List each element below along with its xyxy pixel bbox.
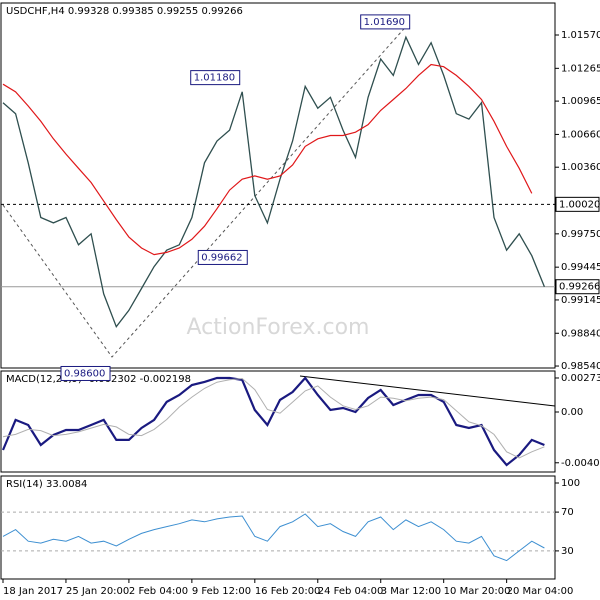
x-tick-label: 16 Feb 20:00 — [255, 586, 321, 597]
x-tick-label: 2 Feb 04:00 — [129, 586, 188, 597]
rsi-pane — [0, 475, 556, 580]
series-line — [2, 377, 545, 459]
y-tick-label: 1.00965 — [561, 96, 600, 107]
annotation-box — [60, 365, 111, 381]
chart-title: RSI(14) 33.0084 — [6, 479, 87, 490]
annotation-label: 1.01690 — [364, 17, 405, 28]
annotation-label: 0.99662 — [201, 252, 242, 263]
y-tick-label: 1.01265 — [561, 63, 600, 74]
series-line — [2, 63, 533, 256]
y-tick-label: 0.99750 — [561, 229, 600, 240]
y-tick-label: 1.00660 — [561, 129, 600, 140]
trend-line — [2, 21, 411, 358]
y-tick-label: 1.00360 — [561, 162, 600, 173]
x-tick-label: 9 Feb 12:00 — [192, 586, 251, 597]
series-line — [2, 513, 545, 562]
annotation-box — [190, 70, 241, 86]
annotation-label: 0.98600 — [64, 368, 105, 379]
watermark: ActionForex.com — [187, 315, 370, 340]
x-tick-label: 20 Mar 04:00 — [507, 586, 574, 597]
annotation-box — [197, 249, 248, 265]
x-tick-label: 3 Mar 12:00 — [381, 586, 441, 597]
y-tick-label: 0.98840 — [561, 328, 600, 339]
macd-pane — [0, 370, 556, 473]
y-tick-label: 1.01570 — [561, 30, 600, 41]
y-tick-label: 70 — [561, 507, 574, 518]
series-line — [2, 35, 546, 329]
y-tick-label: 0.002738 — [561, 373, 600, 384]
price-pane — [0, 2, 556, 369]
chart-title: USDCHF,H4 0.99328 0.99385 0.99255 0.9926… — [6, 6, 243, 17]
annotation-box — [360, 14, 411, 30]
level-box — [555, 279, 600, 295]
y-tick-label: -0.004088 — [561, 458, 600, 469]
x-tick-label: 24 Feb 04:00 — [318, 586, 384, 597]
level-label: 1.00020 — [559, 199, 600, 210]
y-tick-label: 0.00 — [561, 407, 583, 418]
annotation-label: 1.01180 — [194, 73, 235, 84]
y-tick-label: 0.99145 — [561, 295, 600, 306]
level-label: 0.99266 — [559, 282, 600, 293]
x-tick-label: 25 Jan 20:00 — [66, 586, 129, 597]
y-tick-label: 0.99445 — [561, 262, 600, 273]
x-tick-label: 10 Mar 20:00 — [444, 586, 511, 597]
trend-line — [299, 375, 556, 407]
x-tick-label: 18 Jan 2017 — [3, 586, 63, 597]
level-box — [555, 196, 600, 212]
y-tick-label: 30 — [561, 546, 574, 557]
series-line — [1, 376, 545, 467]
y-tick-label: 0.98540 — [561, 361, 600, 372]
y-tick-label: 100 — [561, 478, 580, 489]
